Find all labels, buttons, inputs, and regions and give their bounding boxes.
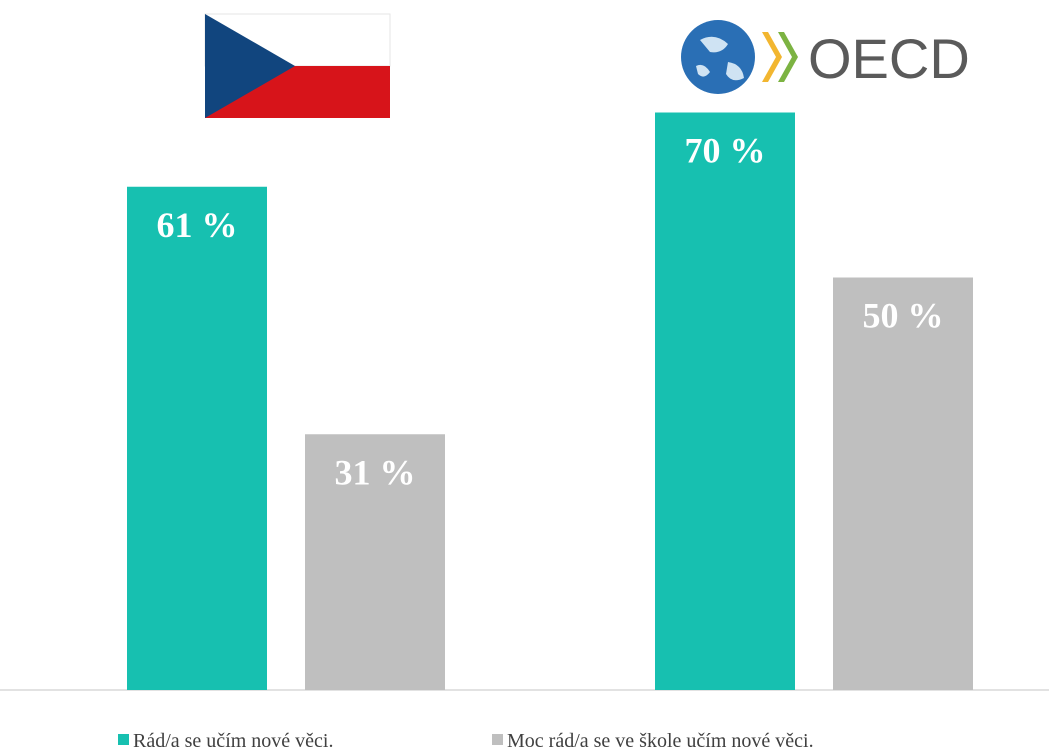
legend-swatch <box>118 734 129 745</box>
value-label: 70 % <box>685 131 766 171</box>
value-label: 50 % <box>863 296 944 336</box>
bar <box>305 434 445 690</box>
legend-label: Moc rád/a se ve škole učím nové věci. <box>507 730 814 752</box>
oecd-logo <box>681 20 798 94</box>
legend-label: Rád/a se učím nové věci. <box>133 730 334 752</box>
category-label: OECD <box>808 27 970 90</box>
value-label: 61 % <box>157 205 238 245</box>
czech-flag <box>204 13 391 118</box>
legend-swatch <box>492 734 503 745</box>
value-label: 31 % <box>335 452 416 492</box>
bar <box>127 186 267 690</box>
bar <box>655 112 795 690</box>
bar <box>833 277 973 690</box>
